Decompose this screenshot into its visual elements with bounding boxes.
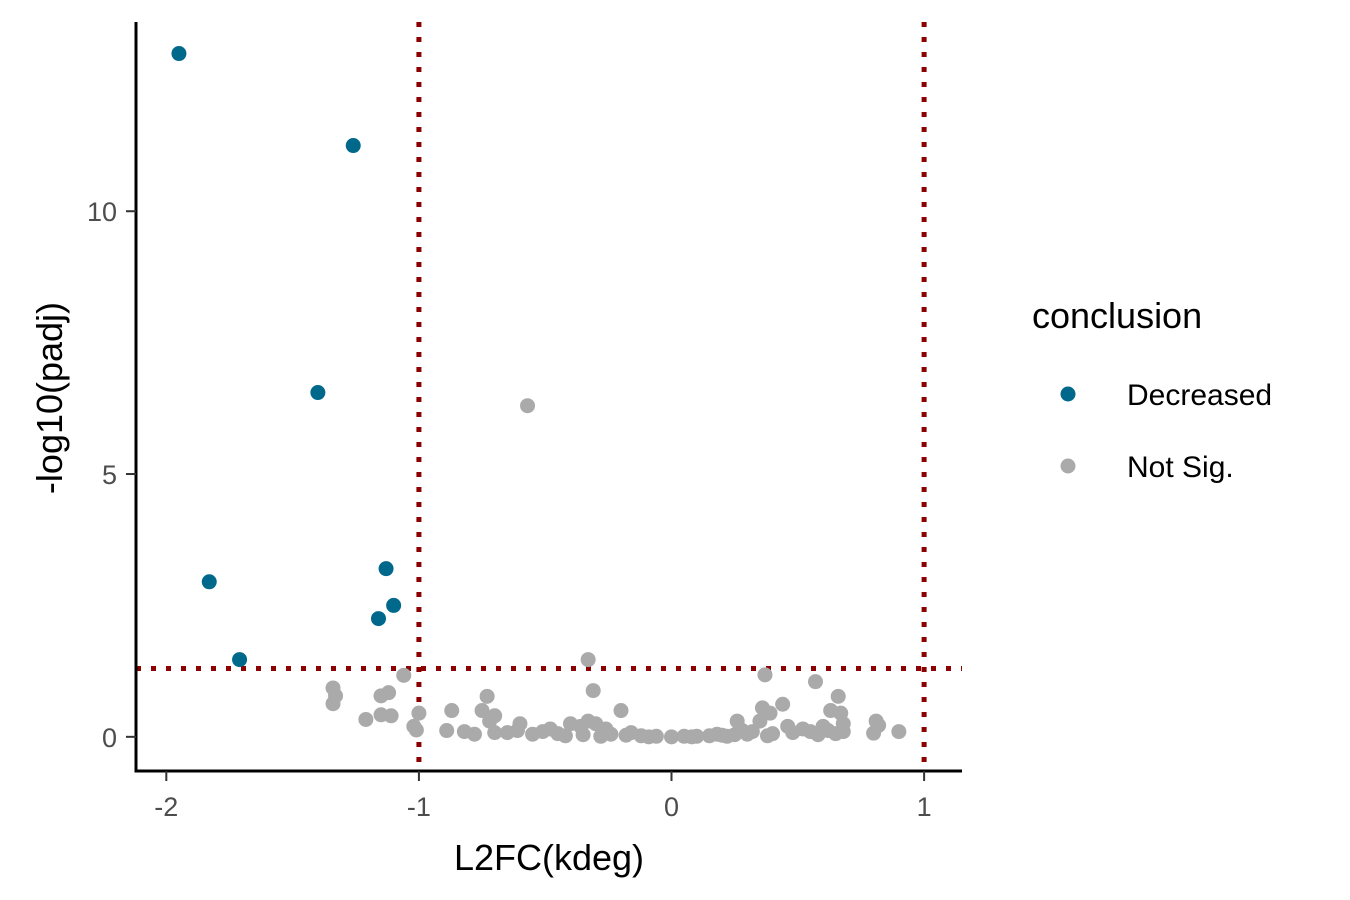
point-not-sig — [641, 729, 657, 745]
point-not-sig — [542, 721, 558, 737]
legend: conclusion Decreased Not Sig. — [1032, 295, 1272, 484]
point-not-sig — [487, 725, 503, 741]
point-not-sig — [482, 713, 498, 729]
legend-title: conclusion — [1032, 295, 1202, 336]
point-not-sig — [439, 723, 455, 739]
point-decreased — [345, 138, 361, 154]
point-not-sig — [444, 703, 460, 719]
point-not-sig — [520, 398, 536, 414]
point-not-sig — [807, 674, 823, 690]
point-not-sig — [499, 725, 515, 741]
point-not-sig — [396, 667, 412, 683]
x-tick-label: 0 — [664, 792, 679, 822]
point-not-sig — [623, 725, 639, 741]
point-not-sig — [383, 708, 399, 724]
point-decreased — [201, 574, 217, 590]
point-not-sig — [759, 728, 775, 744]
legend-key — [1060, 458, 1076, 474]
legend-entries: Decreased Not Sig. — [1060, 379, 1272, 484]
point-not-sig — [525, 726, 541, 742]
point-not-sig — [613, 703, 629, 719]
legend-key — [1060, 386, 1076, 402]
point-not-sig — [408, 722, 424, 738]
point-not-sig — [557, 728, 573, 744]
point-not-sig — [664, 729, 680, 745]
y-tick-label: 10 — [87, 197, 117, 227]
point-not-sig — [719, 728, 735, 744]
y-tick-label: 0 — [102, 723, 117, 753]
point-not-sig — [891, 724, 907, 740]
point-not-sig — [828, 726, 844, 742]
y-tick-label: 5 — [102, 460, 117, 490]
point-not-sig — [752, 713, 768, 729]
legend-label: Decreased — [1127, 379, 1272, 412]
y-axis-ticks: 0 5 10 — [87, 197, 136, 753]
point-not-sig — [479, 688, 495, 704]
threshold-lines — [136, 22, 962, 771]
point-decreased — [386, 597, 402, 613]
x-tick-label: -1 — [407, 792, 431, 822]
point-not-sig — [411, 705, 427, 721]
point-not-sig — [866, 725, 882, 741]
point-decreased — [378, 561, 394, 577]
point-decreased — [370, 611, 386, 627]
x-axis-title: L2FC(kdeg) — [454, 837, 644, 878]
point-not-sig — [585, 683, 601, 699]
point-not-sig — [684, 729, 700, 745]
point-not-sig — [575, 727, 591, 743]
point-not-sig — [757, 667, 773, 683]
point-not-sig — [593, 728, 609, 744]
point-not-sig — [325, 696, 341, 712]
point-decreased — [310, 385, 326, 401]
point-not-sig — [810, 727, 826, 743]
x-tick-label: 1 — [917, 792, 932, 822]
point-not-sig — [762, 705, 778, 721]
point-not-sig — [358, 711, 374, 727]
point-not-sig — [830, 688, 846, 704]
point-decreased — [232, 652, 248, 668]
x-tick-label: -2 — [154, 792, 178, 822]
point-not-sig — [580, 652, 596, 668]
point-decreased — [171, 46, 187, 62]
y-axis-title: -log10(padj) — [29, 302, 70, 494]
point-not-sig — [795, 721, 811, 737]
point-not-sig — [775, 696, 791, 712]
point-not-sig — [474, 703, 490, 719]
plot-points — [171, 46, 907, 745]
point-not-sig — [744, 724, 760, 740]
legend-label: Not Sig. — [1127, 451, 1234, 484]
point-not-sig — [381, 685, 397, 701]
point-not-sig — [466, 726, 482, 742]
x-axis-ticks: -2 -1 0 1 — [154, 771, 932, 822]
